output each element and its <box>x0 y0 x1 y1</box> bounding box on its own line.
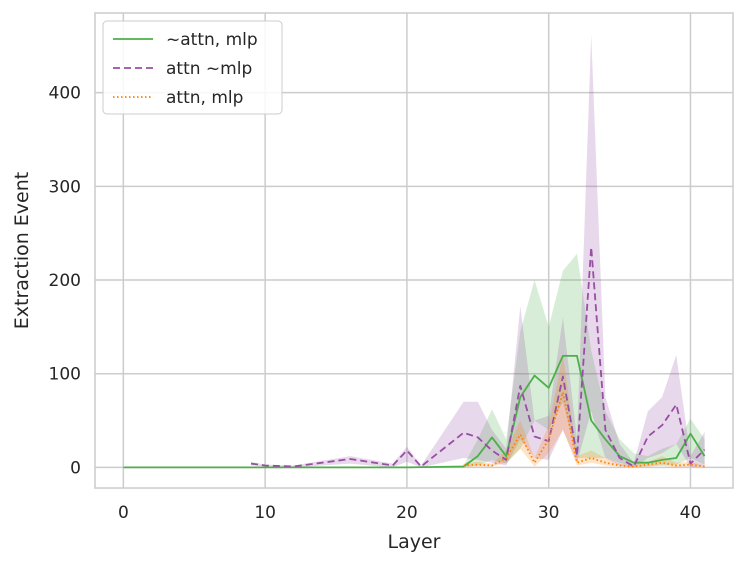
series-line-0 <box>123 354 706 469</box>
confidence-bands <box>123 34 705 468</box>
x-axis-label: Layer <box>388 531 441 553</box>
series-line-1 <box>250 246 706 468</box>
plot-frame <box>94 12 734 489</box>
y-tick-label: 400 <box>49 84 81 104</box>
y-tick-label: 300 <box>49 177 81 197</box>
legend-label: attn, mlp <box>166 88 243 108</box>
y-tick-label: 0 <box>70 458 81 478</box>
legend: ~attn, mlp attn ~mlp attn, mlp <box>102 20 283 115</box>
x-tick-label: 10 <box>254 503 276 523</box>
series-band-0 <box>123 253 705 468</box>
series-lines <box>123 246 706 469</box>
legend-label: ~attn, mlp <box>166 30 258 50</box>
x-tick-label: 30 <box>538 503 560 523</box>
x-tick-label: 40 <box>680 503 702 523</box>
series-line-2 <box>463 391 705 468</box>
legend-box <box>102 20 283 115</box>
series-band-2 <box>463 355 705 468</box>
legend-label: attn ~mlp <box>166 59 252 79</box>
y-tick-label: 100 <box>49 365 81 385</box>
series-band-1 <box>251 34 705 468</box>
x-tick-label: 20 <box>396 503 418 523</box>
y-axis-label: Extraction Event <box>11 172 33 329</box>
x-tick-label: 0 <box>118 503 129 523</box>
y-tick-label: 200 <box>49 271 81 291</box>
